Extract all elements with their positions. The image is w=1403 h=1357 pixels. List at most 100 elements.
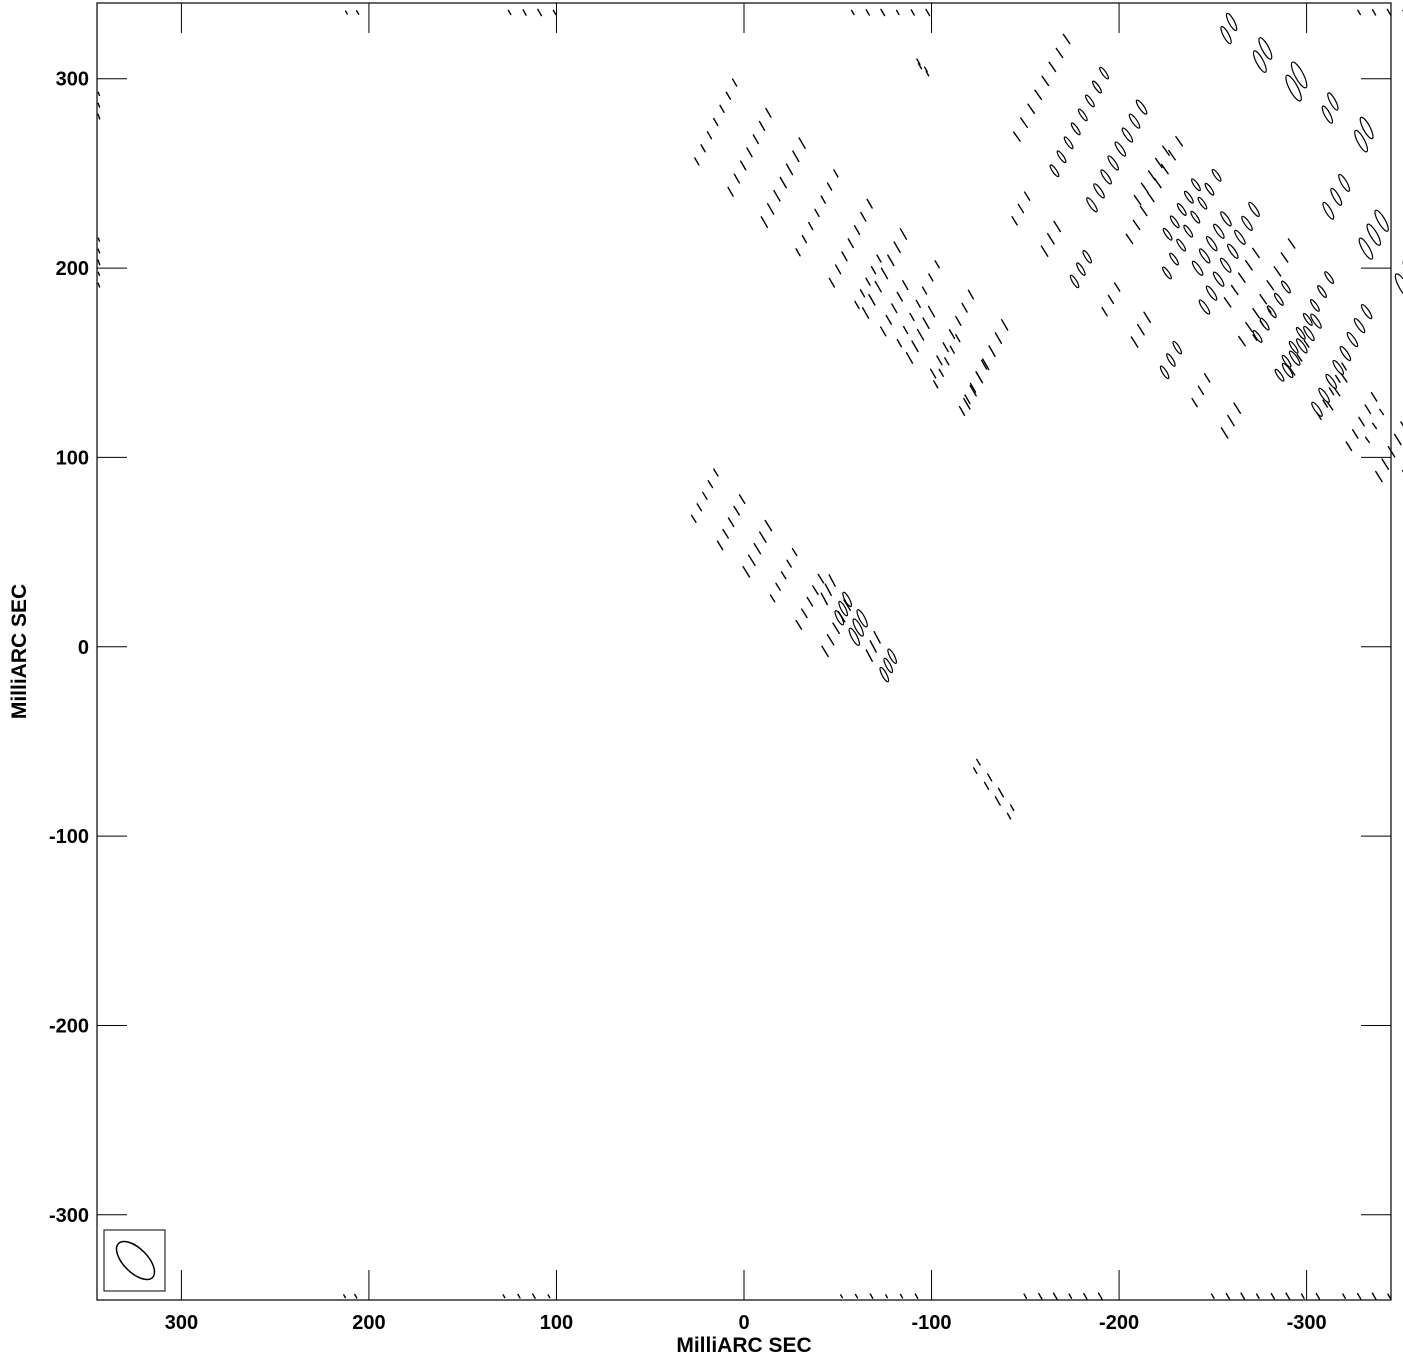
contour-loop	[1354, 129, 1369, 153]
contour-segment	[532, 1293, 536, 1299]
contour-loop	[1191, 178, 1201, 192]
contour-segment	[97, 259, 101, 266]
contour-segment	[916, 58, 921, 65]
contour-segment	[832, 622, 840, 635]
contour-segment	[354, 1293, 358, 1299]
contour-segment	[507, 9, 512, 16]
contour-segment	[746, 147, 753, 158]
contour-segment	[924, 66, 928, 73]
contour-loop	[1311, 401, 1323, 417]
edge-left-1	[97, 91, 101, 120]
contour-segment	[1342, 1293, 1347, 1299]
contour-segment	[798, 137, 806, 150]
contour-segment	[1168, 149, 1176, 161]
contour-segment	[1252, 334, 1258, 341]
contour-segment	[1316, 411, 1322, 421]
contour-loop	[1339, 345, 1352, 362]
beam-ellipse	[115, 1240, 156, 1281]
contour-segment	[925, 8, 931, 17]
contour-loop	[1092, 80, 1102, 94]
contour-segment	[1009, 804, 1015, 812]
contour-segment	[702, 491, 708, 500]
contour-layer	[97, 8, 1403, 1301]
contour-segment	[716, 540, 724, 551]
contour-segment	[994, 796, 1001, 806]
contour-segment	[976, 758, 981, 766]
contour-loop	[879, 666, 890, 683]
contour-loop	[1049, 164, 1060, 178]
contour-segment	[1364, 436, 1370, 444]
contour-segment	[1083, 1292, 1088, 1300]
contour-loop	[1162, 227, 1173, 241]
contour-loop	[1248, 201, 1260, 218]
contour-segment	[860, 211, 867, 222]
contour-segment	[820, 592, 828, 606]
contour-loop	[1204, 182, 1215, 196]
contour-segment	[853, 224, 861, 236]
contour-segment	[1303, 339, 1310, 348]
contour-segment	[801, 235, 808, 244]
contour-segment	[1203, 373, 1211, 383]
x-tick-label: 100	[540, 1312, 573, 1334]
contour-segment	[887, 254, 895, 267]
contour-segment	[909, 312, 915, 322]
contour-segment	[1053, 220, 1062, 233]
contour-segment	[921, 286, 928, 295]
contour-segment	[850, 9, 855, 16]
contour-segment	[764, 519, 773, 532]
contour-segment	[1101, 306, 1108, 317]
contour-segment	[1340, 373, 1348, 383]
x-tick-label: 0	[738, 1312, 749, 1334]
contour-segment	[1055, 47, 1064, 59]
contour-segment	[719, 104, 725, 114]
contour-segment	[1386, 8, 1392, 17]
contour-segment	[1280, 252, 1289, 263]
contour-segment	[865, 649, 873, 663]
contour-loop	[1169, 252, 1179, 266]
contour-segment	[343, 1294, 347, 1299]
contour-segment	[821, 645, 829, 658]
contour-loop	[1360, 304, 1373, 320]
contour-segment	[1162, 145, 1170, 156]
contour-loop	[1303, 325, 1315, 342]
contour-segment	[1052, 1292, 1058, 1301]
contour-segment	[812, 585, 819, 596]
edge-top-1	[344, 10, 360, 15]
contour-segment	[833, 169, 839, 178]
contour-segment	[902, 280, 909, 291]
contour-loop	[1346, 331, 1359, 348]
contour-segment	[1140, 182, 1149, 194]
contour-segment	[865, 9, 870, 16]
contour-loop	[1176, 238, 1187, 252]
contour-segment	[1266, 306, 1272, 314]
contour-segment	[766, 203, 775, 215]
contour-segment	[696, 503, 703, 512]
y-tick-label: 200	[56, 258, 89, 280]
contour-loop	[1076, 262, 1086, 276]
contour-loop	[848, 627, 860, 646]
contour-loop	[1069, 274, 1080, 289]
contour-segment	[896, 291, 903, 302]
contour-loop	[1324, 271, 1335, 284]
contour-segment	[895, 9, 900, 16]
complex-center-1	[690, 468, 852, 658]
contour-segment	[522, 9, 527, 16]
tick-layer	[97, 3, 1391, 1300]
contour-segment	[1381, 458, 1390, 471]
contour-segment	[1113, 282, 1121, 292]
contour-segment	[1328, 387, 1335, 396]
contour-segment	[873, 630, 881, 644]
contour-segment	[905, 351, 914, 364]
contour-loop	[1366, 223, 1382, 246]
edge-bottom-2	[502, 1293, 551, 1299]
contour-loop	[1241, 215, 1253, 231]
contour-segment	[911, 340, 919, 353]
contour-loop	[856, 609, 868, 628]
contour-loop	[1288, 350, 1301, 366]
contour-segment	[1191, 397, 1198, 408]
contour-segment	[739, 160, 747, 171]
contour-segment	[769, 594, 776, 603]
contour-segment	[814, 208, 820, 218]
contour-segment	[752, 134, 759, 145]
contour-segment	[779, 176, 787, 189]
